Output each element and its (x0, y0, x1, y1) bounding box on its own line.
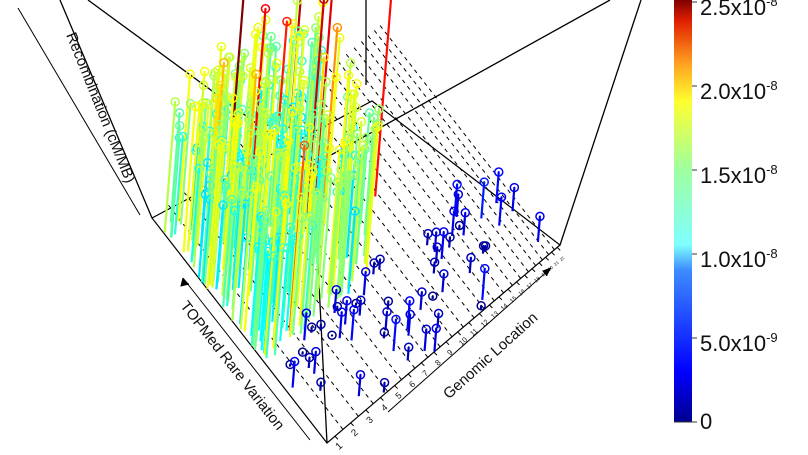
colorbar-tick-label: 5.0x10-9 (700, 330, 778, 356)
genomic-tick-label: 14 (500, 302, 510, 312)
genomic-tick-label: 7 (420, 368, 430, 379)
genomic-tick-label: 15 (509, 295, 519, 305)
genomic-tick-label: 16 (518, 289, 527, 298)
genomic-tick-label: 20 (547, 265, 554, 272)
genomic-tick-label: 22 (559, 255, 566, 262)
genomic-tick-label: 1 (334, 440, 346, 452)
colorbar-tick-label: 2.5x10-8 (700, 0, 778, 20)
genomic-tick-label: 19 (540, 270, 548, 278)
genomic-tick-label: 9 (445, 348, 454, 358)
genomic-tick-label: 6 (407, 379, 417, 390)
genomic-tick-label: 21 (553, 260, 560, 267)
genomic-tick-label: 2 (349, 427, 360, 439)
genomic-tick-label: 4 (379, 402, 389, 413)
axis-guides (17, 7, 552, 441)
colorbar-tick-label: 2.0x10-8 (700, 78, 778, 104)
colorbar-tick-label: 0 (700, 409, 713, 434)
genomic-tick-label: 11 (468, 326, 480, 338)
genomic-tick-label: 3 (364, 414, 375, 426)
genomic-tick-label: 18 (533, 276, 541, 284)
colorbar-tick-label: 1.5x10-8 (700, 162, 778, 188)
genomic-tick-label: 17 (526, 282, 535, 291)
genomic-tick-label: 5 (393, 390, 403, 401)
genomic-tick-label: 12 (480, 319, 491, 329)
genomic-tick-label: 13 (490, 310, 500, 320)
genomic-tick-label: 10 (457, 335, 469, 347)
genomic-tick-label: 8 (433, 358, 443, 368)
data-stems (163, 0, 545, 397)
colorbar (674, 0, 697, 423)
colorbar-tick-label: 1.0x10-8 (700, 246, 778, 272)
